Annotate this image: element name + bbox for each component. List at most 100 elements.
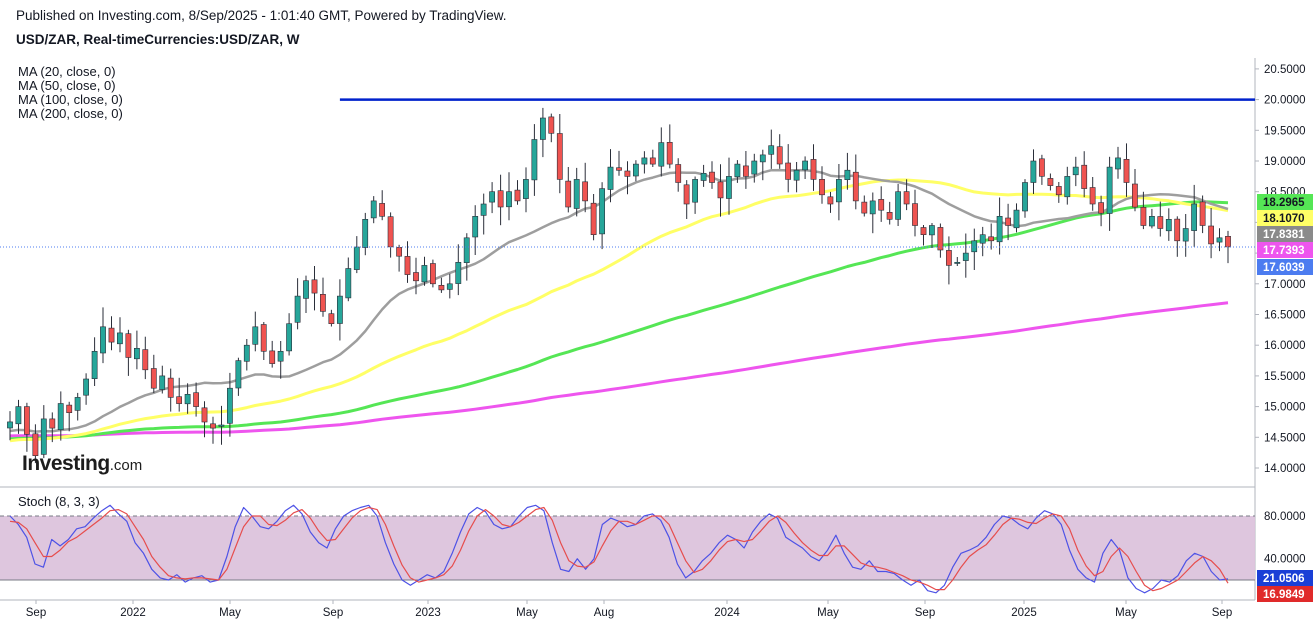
- candle: [768, 129, 775, 169]
- candle-body: [979, 234, 986, 244]
- time-tick-label: 2025: [1011, 607, 1037, 619]
- candle-body: [269, 350, 276, 364]
- candle-body: [810, 159, 817, 180]
- candle: [1081, 151, 1088, 198]
- candle-body: [844, 169, 851, 180]
- candle-body: [396, 247, 402, 257]
- candle: [1132, 169, 1138, 212]
- candle-body: [260, 324, 267, 352]
- candle-body: [1199, 201, 1206, 226]
- candle: [709, 161, 715, 189]
- stoch-legend[interactable]: Stoch (8, 3, 3): [18, 494, 100, 509]
- candle: [455, 244, 462, 296]
- ma20-legend[interactable]: MA (20, close, 0): [18, 64, 116, 79]
- candle: [319, 277, 326, 317]
- candle-body: [835, 179, 842, 203]
- candle-body: [243, 344, 250, 362]
- ma50-legend[interactable]: MA (50, close, 0): [18, 78, 116, 93]
- candle-body: [134, 347, 140, 360]
- candle: [599, 182, 605, 250]
- candle: [632, 160, 639, 182]
- ma100-legend[interactable]: MA (100, close, 0): [18, 92, 123, 107]
- candle-body: [1089, 187, 1096, 205]
- candle: [675, 158, 682, 192]
- candle: [793, 162, 800, 193]
- candle: [286, 313, 292, 356]
- candle: [1030, 149, 1037, 194]
- ma20-line: [9, 168, 1229, 433]
- investing-logo: Investing.com: [22, 452, 143, 475]
- time-tick-label: 2024: [714, 607, 740, 619]
- candle: [311, 266, 318, 311]
- ma50-line: [9, 178, 1229, 443]
- candle-body: [675, 164, 682, 183]
- candle-body: [319, 293, 326, 312]
- candle: [134, 330, 140, 370]
- candle: [489, 182, 495, 214]
- candle-body: [632, 163, 639, 177]
- candle: [74, 392, 81, 421]
- candle: [666, 124, 673, 169]
- candle: [734, 160, 741, 183]
- candle: [962, 233, 969, 278]
- ma100-line: [9, 200, 1229, 441]
- candle: [184, 383, 191, 414]
- candle-body: [827, 196, 834, 205]
- candle: [1191, 184, 1197, 247]
- candle: [396, 244, 402, 272]
- candle-body: [159, 375, 166, 390]
- candle-body: [370, 200, 377, 219]
- candle-body: [387, 216, 394, 248]
- candle: [100, 307, 106, 364]
- stoch-tick-label: 40.0000: [1264, 554, 1306, 566]
- candle-body: [1132, 183, 1138, 208]
- candle: [379, 190, 385, 221]
- candle-body: [142, 349, 149, 371]
- candle-body: [227, 387, 233, 424]
- candle: [387, 212, 394, 258]
- candle: [480, 193, 487, 235]
- candle: [683, 180, 690, 219]
- candle-body: [1098, 202, 1104, 214]
- candle: [742, 151, 749, 189]
- candle: [861, 195, 868, 217]
- candle: [429, 259, 436, 288]
- candle-body: [379, 203, 385, 217]
- candle: [167, 368, 174, 412]
- candle: [277, 341, 284, 379]
- candle-body: [903, 191, 910, 205]
- price-badge-label: 17.6039: [1263, 262, 1305, 274]
- candle-body: [861, 201, 868, 214]
- time-tick-label: May: [516, 607, 538, 619]
- candle-body: [362, 219, 369, 248]
- candle: [57, 391, 64, 441]
- price-tick-label: 16.5000: [1264, 310, 1306, 322]
- axis-labels: 14.0000 14.5000 15.0000 15.5000 16.0000 16.50…: [26, 64, 1306, 619]
- candle: [776, 134, 783, 169]
- candle: [1174, 216, 1181, 257]
- candle-body: [303, 280, 309, 299]
- ma200-legend[interactable]: MA (200, close, 0): [18, 106, 123, 121]
- time-tick-label: 2022: [120, 607, 146, 619]
- candle-body: [345, 268, 352, 299]
- candle-body: [928, 225, 935, 236]
- candle-body: [463, 237, 470, 264]
- candle: [649, 149, 656, 167]
- candle: [463, 233, 470, 281]
- candle-body: [497, 190, 504, 208]
- candle: [531, 124, 538, 196]
- candle: [759, 149, 766, 181]
- publish-info: Published on Investing.com, 8/Sep/2025 -…: [16, 8, 507, 23]
- candle-body: [7, 421, 13, 429]
- time-tick-label: Sep: [1212, 607, 1232, 619]
- candle-body: [91, 350, 98, 379]
- candle: [1047, 173, 1054, 191]
- candle: [227, 372, 233, 437]
- stoch-pane[interactable]: [9, 504, 1229, 594]
- candle-body: [759, 154, 766, 163]
- candle: [945, 236, 952, 285]
- price-pane[interactable]: [0, 98, 1255, 464]
- candle: [624, 161, 631, 195]
- candle-body: [692, 179, 698, 203]
